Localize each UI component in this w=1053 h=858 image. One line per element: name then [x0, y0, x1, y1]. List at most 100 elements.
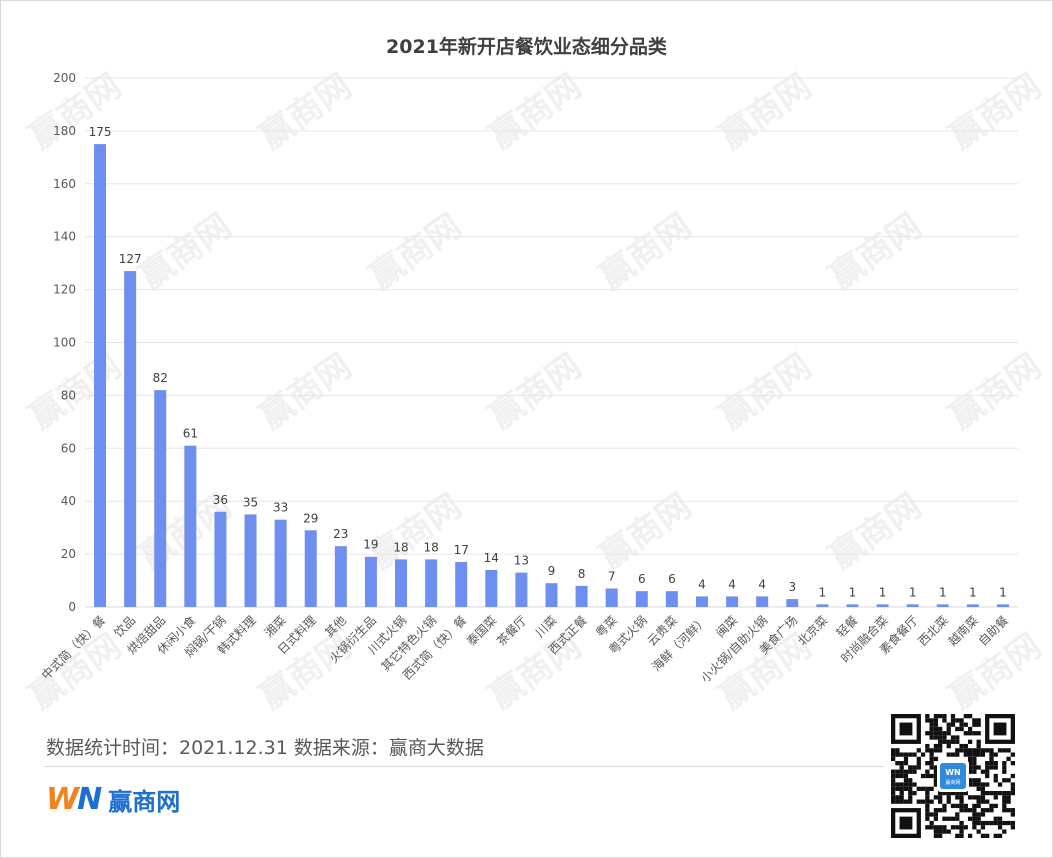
watermark-text: 赢商网 [712, 66, 818, 157]
data-label: 8 [578, 567, 586, 581]
bar [154, 390, 167, 607]
qr-finder [891, 808, 921, 838]
data-label: 36 [213, 493, 228, 507]
bar [485, 569, 498, 607]
footer-source-text: 数据统计时间：2021.12.31 数据来源：赢商大数据 [46, 737, 484, 759]
data-label: 127 [119, 252, 142, 266]
data-label: 1 [879, 585, 887, 599]
qr-badge-text: 赢商网 [945, 779, 960, 786]
watermark-text: 赢商网 [482, 66, 588, 157]
bar [545, 583, 558, 607]
bar [304, 530, 317, 607]
x-tick-label: 越南菜 [945, 613, 981, 649]
qr-finder [891, 714, 921, 744]
bar [425, 559, 438, 607]
bar [214, 511, 227, 607]
data-label: 1 [909, 585, 917, 599]
data-label: 82 [153, 371, 168, 385]
watermark-text: 赢商网 [822, 206, 928, 297]
y-tick-label: 100 [53, 336, 76, 350]
bar [726, 596, 739, 607]
bar [364, 556, 377, 607]
logo-text: 赢商网 [108, 787, 181, 816]
data-label: 4 [758, 577, 766, 591]
y-tick-label: 20 [61, 547, 76, 561]
y-tick-label: 80 [61, 388, 76, 402]
y-tick-label: 0 [68, 600, 76, 614]
data-label: 4 [698, 577, 706, 591]
bar [515, 572, 528, 607]
data-label: 29 [303, 511, 318, 525]
bar [695, 596, 708, 607]
qr-modules [891, 714, 1015, 838]
watermark-layer: 赢商网 赢商网 赢商网 赢商网 赢商网赢商网 赢商网 赢商网 赢商网赢商网 赢商网 赢商网 赢商网赢… [22, 66, 1053, 717]
watermark-text: 赢商网 [942, 66, 1048, 157]
footer-divider [44, 766, 884, 767]
y-tick-label: 140 [53, 230, 76, 244]
data-label: 1 [819, 585, 827, 599]
bar [846, 604, 859, 607]
bar-chart: 赢商网 赢商网 赢商网 赢商网 赢商网赢商网 赢商网 赢商网 赢商网赢商网 赢商网 赢商网 赢商网赢… [22, 66, 1053, 717]
data-label: 18 [393, 540, 408, 554]
qr-code: WN 赢商网 [891, 714, 1015, 838]
data-label: 4 [728, 577, 736, 591]
x-tick-label: 粤菜 [592, 613, 620, 641]
bar [966, 604, 979, 607]
y-tick-label: 180 [53, 124, 76, 138]
y-tick-label: 200 [53, 71, 76, 85]
data-label: 19 [363, 538, 378, 552]
bar [906, 604, 919, 607]
x-tick-label: 轻餐 [833, 613, 861, 641]
bar [124, 271, 137, 607]
watermark-text: 赢商网 [482, 346, 588, 437]
bar [936, 604, 949, 607]
bar [395, 559, 408, 607]
watermark-text: 赢商网 [362, 206, 468, 297]
watermark-text: 赢商网 [252, 66, 358, 157]
data-label: 6 [668, 572, 676, 586]
data-label: 1 [939, 585, 947, 599]
data-label: 1 [969, 585, 977, 599]
data-label: 14 [484, 551, 499, 565]
chart-title: 2021年新开店餐饮业态细分品类 [386, 36, 667, 58]
watermark-text: 赢商网 [132, 206, 238, 297]
watermark-text: 赢商网 [252, 346, 358, 437]
brand-logo: WN 赢商网 [46, 781, 181, 817]
bar [94, 144, 107, 607]
x-tick-label: 泰国菜 [464, 613, 499, 648]
data-label: 13 [514, 554, 529, 568]
data-label: 9 [548, 564, 556, 578]
bar [665, 591, 678, 607]
bar [455, 562, 468, 607]
data-label: 1 [999, 585, 1007, 599]
data-label: 61 [183, 427, 198, 441]
x-tick-label: 北京菜 [795, 613, 830, 648]
y-tick-label: 160 [53, 177, 76, 191]
bar [816, 604, 829, 607]
bar [605, 588, 618, 607]
bar [996, 604, 1009, 607]
data-label: 18 [423, 540, 438, 554]
watermark-text: 赢商网 [362, 486, 468, 577]
data-label: 7 [608, 569, 616, 583]
x-tick-label: 西北菜 [916, 613, 951, 648]
bar [184, 445, 197, 607]
bar [635, 591, 648, 607]
watermark-text: 赢商网 [712, 346, 818, 437]
watermark-text: 赢商网 [592, 206, 698, 297]
qr-center-badge: WN 赢商网 [937, 760, 969, 792]
data-label: 6 [638, 572, 646, 586]
bar [876, 604, 889, 607]
bar [575, 585, 588, 607]
x-tick-label: 茶餐厅 [493, 613, 529, 649]
watermark-text: 赢商网 [942, 346, 1048, 437]
y-tick-label: 40 [61, 494, 76, 508]
data-label: 35 [243, 495, 258, 509]
watermark-text: 赢商网 [592, 486, 698, 577]
data-label: 175 [89, 125, 112, 139]
watermark-text: 赢商网 [822, 486, 928, 577]
x-tick-label: 湘菜 [261, 613, 289, 641]
bar [274, 519, 287, 607]
qr-badge-mark: WN [945, 768, 961, 777]
logo-mark: WN [46, 781, 102, 817]
